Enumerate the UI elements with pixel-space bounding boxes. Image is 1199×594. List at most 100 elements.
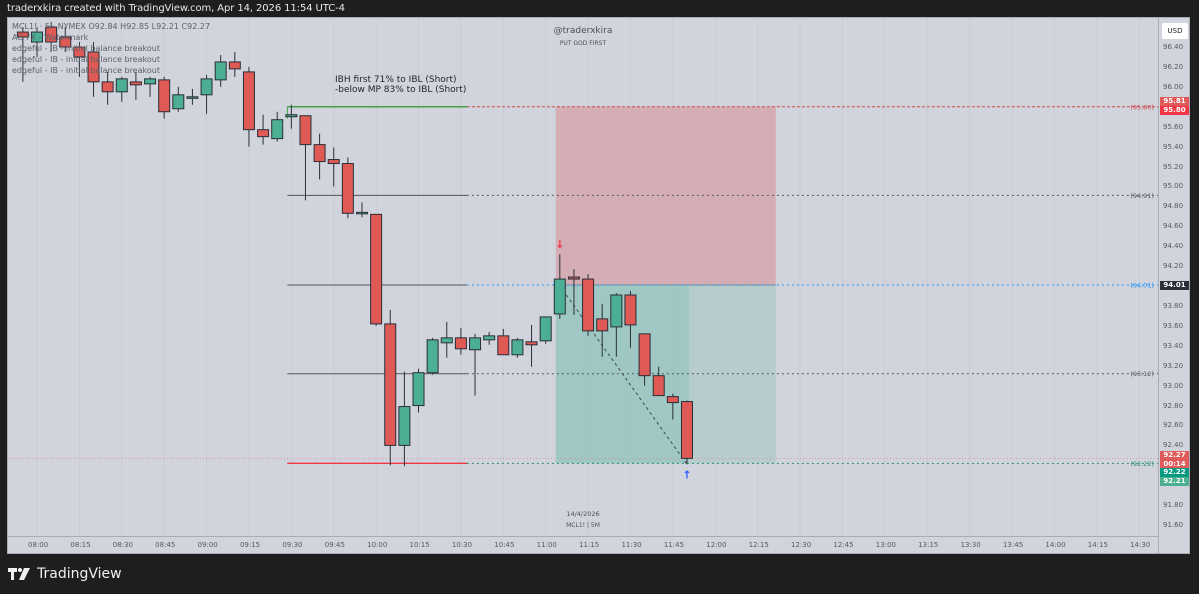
level-label: (93.12) bbox=[1130, 370, 1154, 378]
candle-bullish[interactable] bbox=[214, 61, 227, 81]
candle-bearish[interactable] bbox=[384, 323, 397, 446]
watermark-handle: @traderxkira bbox=[553, 26, 613, 36]
time-tick: 10:00 bbox=[367, 541, 388, 549]
price-tick: 94.80 bbox=[1163, 202, 1184, 211]
price-tick: 93.00 bbox=[1163, 381, 1184, 390]
time-tick: 10:30 bbox=[451, 541, 473, 549]
candle-bearish[interactable] bbox=[242, 71, 255, 131]
tradingview-logo: TradingView bbox=[8, 566, 122, 582]
legend-indicator[interactable]: edgeful - IB - initial balance breakout bbox=[12, 55, 160, 64]
candle-bullish[interactable] bbox=[539, 316, 552, 342]
price-tick: 95.60 bbox=[1163, 122, 1184, 131]
legend-symbol-ohlc[interactable]: MCL1! · 5 · NYMEX O92.84 H92.85 L92.21 C… bbox=[12, 22, 211, 31]
candle-bearish[interactable] bbox=[525, 341, 538, 346]
price-tick: 91.60 bbox=[1163, 521, 1184, 530]
price-tick: 94.40 bbox=[1163, 242, 1184, 251]
candle-bearish[interactable] bbox=[129, 81, 142, 86]
candle-bearish[interactable] bbox=[652, 375, 665, 397]
time-tick: 12:30 bbox=[791, 541, 812, 549]
legend-indicator[interactable]: edgeful - IB - initial balance breakout bbox=[12, 44, 160, 53]
time-tick: 14:00 bbox=[1045, 541, 1066, 549]
candle-bearish[interactable] bbox=[370, 213, 383, 325]
candle-bearish[interactable] bbox=[454, 337, 467, 350]
candle-bullish[interactable] bbox=[144, 78, 157, 85]
price-label: 94.01 bbox=[1160, 280, 1189, 290]
candle-bearish[interactable] bbox=[638, 333, 651, 377]
candle-bearish[interactable] bbox=[45, 26, 58, 43]
candle-bearish[interactable] bbox=[59, 36, 72, 48]
candle-bullish[interactable] bbox=[398, 406, 411, 446]
price-tick: 91.80 bbox=[1163, 501, 1184, 510]
candle-bullish[interactable] bbox=[31, 31, 43, 43]
watermark-symbol: MCL1! | 5M bbox=[566, 522, 600, 529]
price-tick: 94.20 bbox=[1163, 262, 1184, 271]
time-tick: 13:15 bbox=[918, 541, 939, 549]
time-axis[interactable]: 08:00 08:15 08:30 08:45 09:00 09:15 09:30 09:45… bbox=[8, 536, 1158, 554]
time-tick: 09:45 bbox=[324, 541, 345, 549]
candle-bearish[interactable] bbox=[16, 31, 29, 38]
candle-bullish[interactable] bbox=[426, 339, 439, 374]
candle-bearish[interactable] bbox=[228, 61, 241, 70]
legend-indicator[interactable]: edgeful - IB - initial balance breakout bbox=[12, 66, 160, 75]
candle-bullish[interactable] bbox=[355, 211, 368, 215]
candle-bullish[interactable] bbox=[483, 335, 496, 341]
chart-legend: MCL1! · 5 · NYMEX O92.84 H92.85 L92.21 C… bbox=[12, 21, 210, 76]
candle-bullish[interactable] bbox=[186, 96, 199, 99]
candle-bullish[interactable] bbox=[553, 278, 566, 315]
buy-arrow-icon: ↑ bbox=[682, 468, 691, 481]
candle-bearish[interactable] bbox=[257, 129, 270, 138]
time-tick: 08:00 bbox=[28, 541, 49, 549]
watermark-bottom: 14/4/2026 MCL1! | 5M bbox=[533, 510, 633, 529]
time-tick: 14:15 bbox=[1087, 541, 1108, 549]
price-tick: 93.20 bbox=[1163, 361, 1184, 370]
candle-bullish[interactable] bbox=[115, 78, 128, 93]
tradingview-brand: TradingView bbox=[37, 566, 122, 582]
currency-button[interactable]: USD bbox=[1162, 23, 1188, 39]
candle-bearish[interactable] bbox=[497, 335, 510, 356]
candle-bullish[interactable] bbox=[610, 294, 623, 328]
candle-bullish[interactable] bbox=[271, 119, 284, 140]
candle-bearish[interactable] bbox=[567, 276, 580, 280]
candle-bearish[interactable] bbox=[158, 79, 171, 113]
annotation-line: IBH first 71% to IBL (Short) bbox=[335, 75, 457, 85]
candle-bullish[interactable] bbox=[440, 337, 453, 344]
price-tick: 96.00 bbox=[1163, 82, 1184, 91]
candle-bullish[interactable] bbox=[511, 339, 524, 356]
price-label: 92.21 bbox=[1160, 477, 1189, 487]
time-tick: 11:30 bbox=[621, 541, 642, 549]
candle-bearish[interactable] bbox=[313, 144, 326, 163]
candle-bearish[interactable] bbox=[582, 278, 595, 332]
time-tick: 11:45 bbox=[663, 541, 685, 549]
candle-bearish[interactable] bbox=[624, 294, 637, 326]
candlestick-chart[interactable]: (95.80) (94.91) (94.01) (93.12) (92.22) ↓ ↑ bbox=[8, 18, 1158, 536]
candle-bearish[interactable] bbox=[666, 396, 679, 404]
legend-indicator[interactable]: AG FX - Watermark bbox=[12, 33, 89, 42]
time-tick: 11:15 bbox=[579, 541, 600, 549]
time-tick: 12:15 bbox=[748, 541, 769, 549]
candle-bullish[interactable] bbox=[200, 78, 213, 96]
candle-bearish[interactable] bbox=[327, 159, 340, 165]
candle-bullish[interactable] bbox=[469, 337, 482, 351]
chart-plot-area[interactable]: (95.80) (94.91) (94.01) (93.12) (92.22) ↓ ↑ MC… bbox=[8, 18, 1158, 536]
candle-bearish[interactable] bbox=[680, 401, 693, 459]
ib-stats-annotation[interactable]: IBH first 71% to IBL (Short) -below MP 8… bbox=[335, 75, 466, 95]
price-axis[interactable]: USD 96.40 96.20 96.00 95.60 95.40 95.20 95.00 9… bbox=[1158, 18, 1190, 554]
level-label: (92.22) bbox=[1130, 460, 1154, 468]
candle-bullish[interactable] bbox=[172, 94, 185, 110]
price-label: 92.27 bbox=[1160, 451, 1189, 461]
candle-bullish[interactable] bbox=[412, 372, 425, 407]
level-label: (94.91) bbox=[1130, 192, 1154, 200]
watermark-tagline: PUT GOD FIRST bbox=[559, 40, 607, 47]
candle-bearish[interactable] bbox=[73, 46, 86, 58]
candle-bullish[interactable] bbox=[285, 114, 298, 118]
price-tick: 92.60 bbox=[1163, 421, 1184, 430]
time-tick: 09:00 bbox=[197, 541, 218, 549]
candle-bearish[interactable] bbox=[87, 51, 100, 83]
candle-bearish[interactable] bbox=[596, 318, 609, 332]
price-tick: 95.40 bbox=[1163, 142, 1184, 151]
time-tick: 10:15 bbox=[409, 541, 430, 549]
candle-bearish[interactable] bbox=[299, 115, 312, 146]
candle-bearish[interactable] bbox=[341, 163, 354, 214]
time-tick: 12:45 bbox=[833, 541, 854, 549]
candle-bearish[interactable] bbox=[101, 81, 114, 93]
